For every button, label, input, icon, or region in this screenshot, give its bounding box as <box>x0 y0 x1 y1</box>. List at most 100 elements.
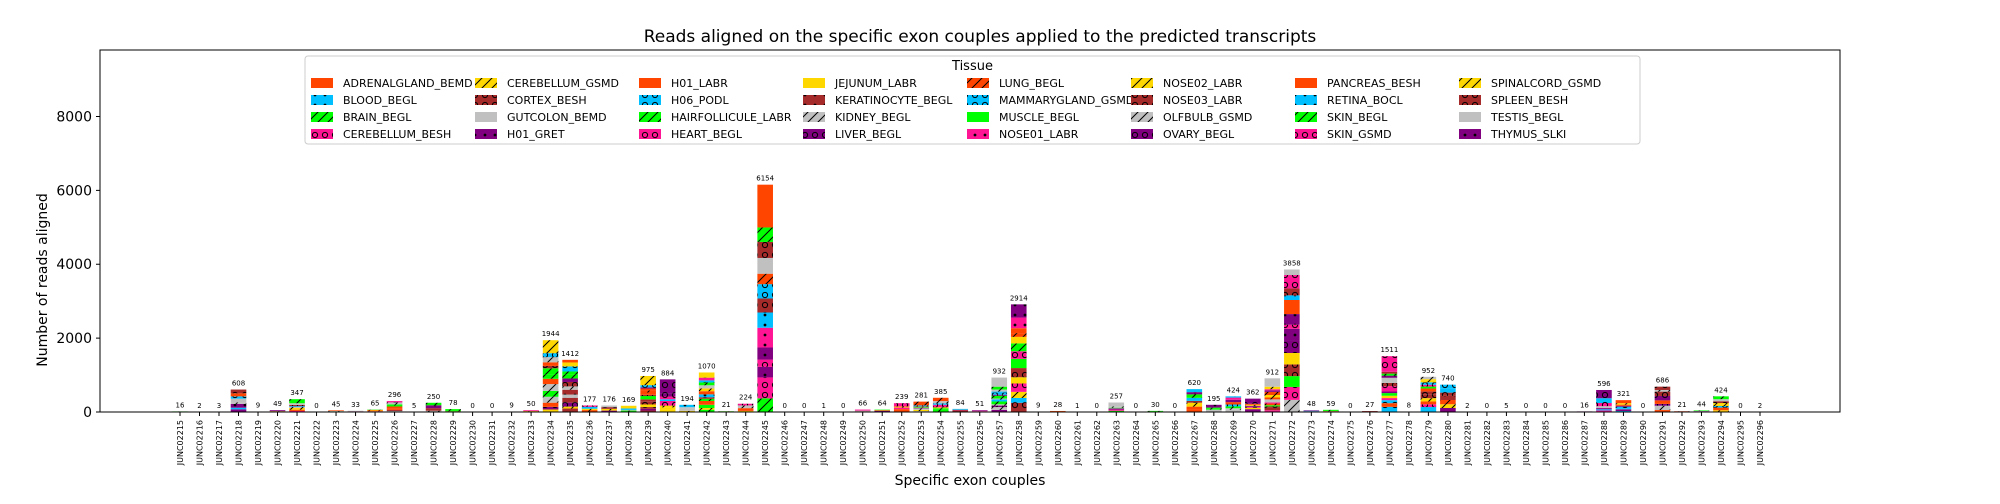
bar-segment <box>562 390 578 395</box>
bar-segment <box>1284 364 1300 376</box>
bar-segment <box>1011 368 1027 377</box>
bar-segment <box>1187 403 1203 407</box>
bar-segment <box>972 411 988 412</box>
x-tick-label: JUNC02258 <box>1015 420 1024 466</box>
y-tick-label: 6000 <box>56 183 92 199</box>
bar-segment <box>757 274 773 284</box>
bar-JUNC02226 <box>387 401 403 412</box>
bar-segment <box>328 410 344 411</box>
bar-JUNC02236 <box>582 405 598 412</box>
bar-JUNC02289 <box>1616 400 1632 412</box>
bar-segment <box>1596 398 1612 401</box>
bar-JUNC02267 <box>1187 389 1203 412</box>
x-tick-label: JUNC02231 <box>488 420 497 466</box>
bar-segment <box>757 377 773 398</box>
bar-JUNC02238 <box>621 406 637 412</box>
bar-segment <box>1284 269 1300 275</box>
bar-segment <box>582 409 598 410</box>
bar-segment <box>1655 392 1671 396</box>
bar-segment <box>1011 398 1027 403</box>
bar-segment <box>933 398 949 401</box>
bar-total-label: 0 <box>470 402 474 410</box>
legend-swatch <box>311 95 333 105</box>
bar-segment <box>660 394 676 397</box>
bar-segment <box>640 393 656 395</box>
bar-segment <box>660 399 676 401</box>
bar-total-label: 0 <box>1134 402 1138 410</box>
bar-segment <box>679 405 695 407</box>
bar-segment <box>640 407 656 409</box>
x-tick-label: JUNC02232 <box>508 420 517 466</box>
legend-swatch <box>803 78 825 88</box>
bar-segment <box>1284 353 1300 364</box>
bar-total-label: 424 <box>1714 386 1728 394</box>
legend-entry: LUNG_BEGL <box>999 77 1065 90</box>
bar-segment <box>991 406 1007 407</box>
bar-segment <box>1421 404 1437 407</box>
bar-segment <box>757 258 773 274</box>
bar-segment <box>1304 411 1320 412</box>
bar-segment <box>543 368 559 375</box>
bar-segment <box>874 410 890 411</box>
bar-total-label: 0 <box>1524 402 1528 410</box>
bar-segment <box>231 396 247 398</box>
chart-title: Reads aligned on the specific exon coupl… <box>644 27 1317 47</box>
x-tick-label: JUNC02254 <box>937 420 946 466</box>
x-tick-label: JUNC02274 <box>1327 420 1336 466</box>
x-tick-label: JUNC02269 <box>1229 420 1238 466</box>
legend-swatch <box>1131 112 1153 122</box>
bar-segment <box>757 185 773 228</box>
bar-segment <box>640 396 656 399</box>
bar-segment <box>699 405 715 408</box>
bar-segment <box>1187 389 1203 392</box>
legend-swatch <box>475 112 497 122</box>
bar-total-label: 59 <box>1326 400 1335 408</box>
bar-segment <box>289 410 305 411</box>
bar-total-label: 21 <box>1678 401 1687 409</box>
legend-entry: TESTIS_BEGL <box>1490 111 1564 124</box>
bar-segment <box>952 409 968 410</box>
bar-segment <box>543 357 559 362</box>
bar-segment <box>894 403 910 406</box>
bar-segment <box>1421 385 1437 387</box>
bar-total-label: 321 <box>1617 390 1630 398</box>
x-tick-label: JUNC02260 <box>1054 420 1063 466</box>
bar-total-label: 424 <box>1227 386 1241 394</box>
bar-segment <box>562 382 578 386</box>
bar-total-label: 6154 <box>756 175 774 183</box>
bar-segment <box>562 362 578 366</box>
bar-total-label: 686 <box>1656 377 1670 385</box>
bar-segment <box>991 400 1007 402</box>
bar-segment <box>1206 405 1222 408</box>
bar-segment <box>699 391 715 394</box>
bar-segment <box>543 379 559 384</box>
legend-entry: MUSCLE_BEGL <box>999 111 1080 124</box>
x-tick-label: JUNC02218 <box>235 420 244 466</box>
bar-segment <box>855 411 871 412</box>
bar-segment <box>913 407 929 408</box>
legend-entry: NOSE02_LABR <box>1163 77 1243 90</box>
x-tick-label: JUNC02216 <box>196 420 205 466</box>
bar-segment <box>1616 408 1632 409</box>
bar-total-label: 5 <box>412 402 416 410</box>
bar-segment <box>757 398 773 412</box>
x-tick-label: JUNC02236 <box>586 420 595 466</box>
legend-swatch <box>803 129 825 139</box>
x-tick-label: JUNC02247 <box>800 420 809 466</box>
x-tick-label: JUNC02228 <box>430 420 439 466</box>
bar-total-label: 0 <box>1485 402 1489 410</box>
bar-JUNC02279 <box>1421 377 1437 412</box>
x-tick-label: JUNC02281 <box>1463 420 1472 466</box>
bar-segment <box>660 406 676 408</box>
bar-segment <box>1616 407 1632 409</box>
bar-segment <box>1616 403 1632 405</box>
bar-segment <box>543 375 559 379</box>
bar-JUNC02268 <box>1206 405 1222 412</box>
bar-total-label: 0 <box>1543 402 1547 410</box>
bar-segment <box>348 411 364 412</box>
bar-segment <box>1284 325 1300 329</box>
bar-segment <box>1265 397 1281 399</box>
bar-segment <box>991 396 1007 399</box>
bar-segment <box>543 362 559 366</box>
x-tick-label: JUNC02226 <box>391 420 400 466</box>
